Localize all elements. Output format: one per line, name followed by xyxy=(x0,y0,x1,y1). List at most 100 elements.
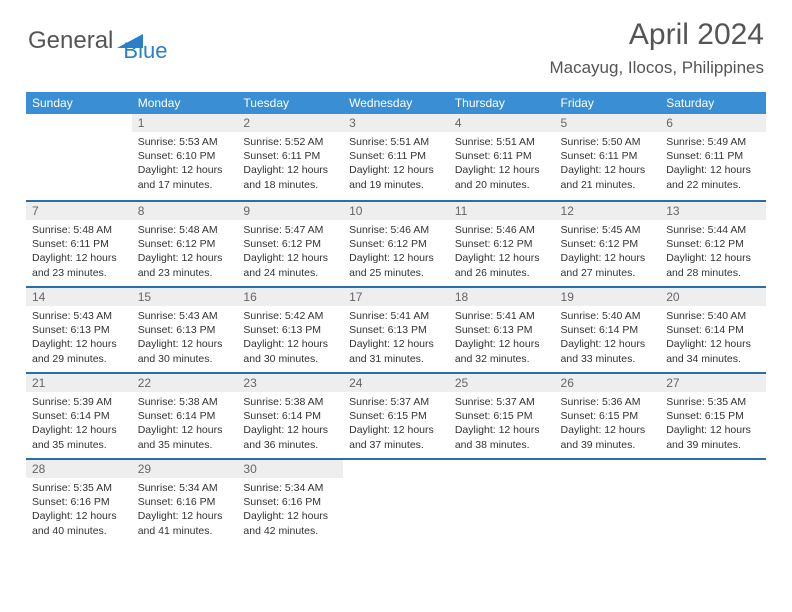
day-info: Sunrise: 5:52 AMSunset: 6:11 PMDaylight:… xyxy=(237,132,343,198)
logo-text-general: General xyxy=(28,27,113,55)
calendar-cell: 2Sunrise: 5:52 AMSunset: 6:11 PMDaylight… xyxy=(237,114,343,200)
calendar-cell: 14Sunrise: 5:43 AMSunset: 6:13 PMDayligh… xyxy=(26,286,132,372)
day-info: Sunrise: 5:51 AMSunset: 6:11 PMDaylight:… xyxy=(343,132,449,198)
day-info: Sunrise: 5:45 AMSunset: 6:12 PMDaylight:… xyxy=(555,220,661,286)
day-number: 11 xyxy=(449,202,555,220)
day-info: Sunrise: 5:51 AMSunset: 6:11 PMDaylight:… xyxy=(449,132,555,198)
day-info: Sunrise: 5:49 AMSunset: 6:11 PMDaylight:… xyxy=(660,132,766,198)
day-wrap: 7Sunrise: 5:48 AMSunset: 6:11 PMDaylight… xyxy=(26,200,132,286)
calendar-cell: 27Sunrise: 5:35 AMSunset: 6:15 PMDayligh… xyxy=(660,372,766,458)
day-number: 16 xyxy=(237,288,343,306)
day-info: Sunrise: 5:35 AMSunset: 6:15 PMDaylight:… xyxy=(660,392,766,458)
empty-cell xyxy=(449,458,555,544)
day-wrap: 16Sunrise: 5:42 AMSunset: 6:13 PMDayligh… xyxy=(237,286,343,372)
day-wrap: 17Sunrise: 5:41 AMSunset: 6:13 PMDayligh… xyxy=(343,286,449,372)
calendar-cell: 24Sunrise: 5:37 AMSunset: 6:15 PMDayligh… xyxy=(343,372,449,458)
day-wrap: 23Sunrise: 5:38 AMSunset: 6:14 PMDayligh… xyxy=(237,372,343,458)
title-block: April 2024 Macayug, Ilocos, Philippines xyxy=(549,18,764,78)
empty-cell xyxy=(26,114,132,200)
day-info: Sunrise: 5:50 AMSunset: 6:11 PMDaylight:… xyxy=(555,132,661,198)
day-wrap: 15Sunrise: 5:43 AMSunset: 6:13 PMDayligh… xyxy=(132,286,238,372)
calendar-cell: 28Sunrise: 5:35 AMSunset: 6:16 PMDayligh… xyxy=(26,458,132,544)
day-number: 21 xyxy=(26,374,132,392)
calendar-cell xyxy=(343,458,449,544)
empty-cell xyxy=(555,458,661,544)
calendar-cell: 19Sunrise: 5:40 AMSunset: 6:14 PMDayligh… xyxy=(555,286,661,372)
month-title: April 2024 xyxy=(549,18,764,52)
day-number: 4 xyxy=(449,114,555,132)
calendar-body: 1Sunrise: 5:53 AMSunset: 6:10 PMDaylight… xyxy=(26,114,766,544)
calendar-cell: 30Sunrise: 5:34 AMSunset: 6:16 PMDayligh… xyxy=(237,458,343,544)
day-info: Sunrise: 5:34 AMSunset: 6:16 PMDaylight:… xyxy=(237,478,343,544)
empty-cell xyxy=(660,458,766,544)
weekday-header-row: SundayMondayTuesdayWednesdayThursdayFrid… xyxy=(26,92,766,114)
calendar-cell: 23Sunrise: 5:38 AMSunset: 6:14 PMDayligh… xyxy=(237,372,343,458)
calendar-cell xyxy=(555,458,661,544)
weekday-header: Saturday xyxy=(660,92,766,114)
day-info: Sunrise: 5:48 AMSunset: 6:11 PMDaylight:… xyxy=(26,220,132,286)
weekday-header: Thursday xyxy=(449,92,555,114)
day-wrap: 19Sunrise: 5:40 AMSunset: 6:14 PMDayligh… xyxy=(555,286,661,372)
calendar-week-row: 28Sunrise: 5:35 AMSunset: 6:16 PMDayligh… xyxy=(26,458,766,544)
calendar-cell: 21Sunrise: 5:39 AMSunset: 6:14 PMDayligh… xyxy=(26,372,132,458)
day-number: 19 xyxy=(555,288,661,306)
calendar-cell: 16Sunrise: 5:42 AMSunset: 6:13 PMDayligh… xyxy=(237,286,343,372)
calendar-cell: 22Sunrise: 5:38 AMSunset: 6:14 PMDayligh… xyxy=(132,372,238,458)
day-wrap: 12Sunrise: 5:45 AMSunset: 6:12 PMDayligh… xyxy=(555,200,661,286)
day-wrap: 5Sunrise: 5:50 AMSunset: 6:11 PMDaylight… xyxy=(555,114,661,198)
weekday-header: Friday xyxy=(555,92,661,114)
logo: General Blue xyxy=(28,18,167,64)
calendar-cell: 25Sunrise: 5:37 AMSunset: 6:15 PMDayligh… xyxy=(449,372,555,458)
day-wrap: 3Sunrise: 5:51 AMSunset: 6:11 PMDaylight… xyxy=(343,114,449,198)
day-info: Sunrise: 5:41 AMSunset: 6:13 PMDaylight:… xyxy=(449,306,555,372)
day-number: 9 xyxy=(237,202,343,220)
day-number: 13 xyxy=(660,202,766,220)
day-wrap: 1Sunrise: 5:53 AMSunset: 6:10 PMDaylight… xyxy=(132,114,238,198)
calendar-cell: 9Sunrise: 5:47 AMSunset: 6:12 PMDaylight… xyxy=(237,200,343,286)
day-number: 15 xyxy=(132,288,238,306)
day-wrap: 10Sunrise: 5:46 AMSunset: 6:12 PMDayligh… xyxy=(343,200,449,286)
day-info: Sunrise: 5:53 AMSunset: 6:10 PMDaylight:… xyxy=(132,132,238,198)
calendar-cell: 4Sunrise: 5:51 AMSunset: 6:11 PMDaylight… xyxy=(449,114,555,200)
calendar-cell xyxy=(449,458,555,544)
day-number: 30 xyxy=(237,460,343,478)
day-info: Sunrise: 5:43 AMSunset: 6:13 PMDaylight:… xyxy=(132,306,238,372)
calendar-week-row: 1Sunrise: 5:53 AMSunset: 6:10 PMDaylight… xyxy=(26,114,766,200)
day-info: Sunrise: 5:36 AMSunset: 6:15 PMDaylight:… xyxy=(555,392,661,458)
day-info: Sunrise: 5:43 AMSunset: 6:13 PMDaylight:… xyxy=(26,306,132,372)
calendar-week-row: 7Sunrise: 5:48 AMSunset: 6:11 PMDaylight… xyxy=(26,200,766,286)
day-wrap: 24Sunrise: 5:37 AMSunset: 6:15 PMDayligh… xyxy=(343,372,449,458)
day-number: 6 xyxy=(660,114,766,132)
day-number: 25 xyxy=(449,374,555,392)
day-info: Sunrise: 5:46 AMSunset: 6:12 PMDaylight:… xyxy=(449,220,555,286)
day-wrap: 13Sunrise: 5:44 AMSunset: 6:12 PMDayligh… xyxy=(660,200,766,286)
day-info: Sunrise: 5:37 AMSunset: 6:15 PMDaylight:… xyxy=(449,392,555,458)
day-number: 12 xyxy=(555,202,661,220)
day-wrap: 26Sunrise: 5:36 AMSunset: 6:15 PMDayligh… xyxy=(555,372,661,458)
calendar-cell: 15Sunrise: 5:43 AMSunset: 6:13 PMDayligh… xyxy=(132,286,238,372)
day-number: 20 xyxy=(660,288,766,306)
calendar-cell: 12Sunrise: 5:45 AMSunset: 6:12 PMDayligh… xyxy=(555,200,661,286)
day-number: 2 xyxy=(237,114,343,132)
day-wrap: 8Sunrise: 5:48 AMSunset: 6:12 PMDaylight… xyxy=(132,200,238,286)
day-wrap: 27Sunrise: 5:35 AMSunset: 6:15 PMDayligh… xyxy=(660,372,766,458)
day-wrap: 18Sunrise: 5:41 AMSunset: 6:13 PMDayligh… xyxy=(449,286,555,372)
calendar-cell: 8Sunrise: 5:48 AMSunset: 6:12 PMDaylight… xyxy=(132,200,238,286)
calendar-cell: 26Sunrise: 5:36 AMSunset: 6:15 PMDayligh… xyxy=(555,372,661,458)
calendar-cell: 13Sunrise: 5:44 AMSunset: 6:12 PMDayligh… xyxy=(660,200,766,286)
day-number: 18 xyxy=(449,288,555,306)
day-number: 5 xyxy=(555,114,661,132)
calendar-cell: 1Sunrise: 5:53 AMSunset: 6:10 PMDaylight… xyxy=(132,114,238,200)
day-info: Sunrise: 5:47 AMSunset: 6:12 PMDaylight:… xyxy=(237,220,343,286)
calendar-cell: 17Sunrise: 5:41 AMSunset: 6:13 PMDayligh… xyxy=(343,286,449,372)
day-wrap: 29Sunrise: 5:34 AMSunset: 6:16 PMDayligh… xyxy=(132,458,238,544)
day-info: Sunrise: 5:35 AMSunset: 6:16 PMDaylight:… xyxy=(26,478,132,544)
page-header: General Blue April 2024 Macayug, Ilocos,… xyxy=(0,0,792,82)
day-wrap: 11Sunrise: 5:46 AMSunset: 6:12 PMDayligh… xyxy=(449,200,555,286)
location-subtitle: Macayug, Ilocos, Philippines xyxy=(549,58,764,78)
day-number: 3 xyxy=(343,114,449,132)
calendar-cell: 7Sunrise: 5:48 AMSunset: 6:11 PMDaylight… xyxy=(26,200,132,286)
day-info: Sunrise: 5:38 AMSunset: 6:14 PMDaylight:… xyxy=(237,392,343,458)
day-wrap: 4Sunrise: 5:51 AMSunset: 6:11 PMDaylight… xyxy=(449,114,555,198)
day-number: 10 xyxy=(343,202,449,220)
